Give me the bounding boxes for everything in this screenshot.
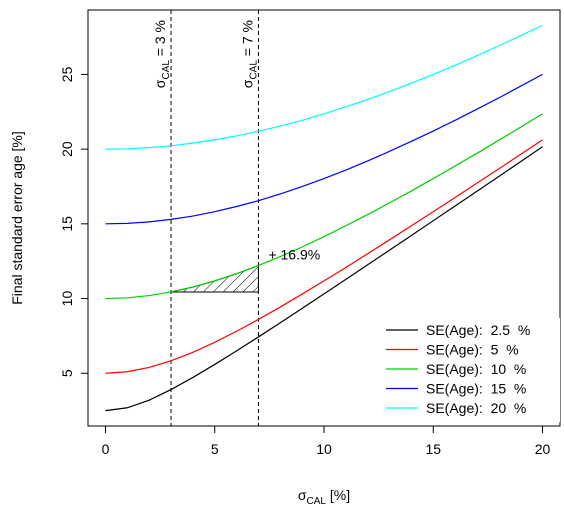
label-text: = 7 %: [239, 20, 255, 60]
y-tick-label: 5: [59, 369, 75, 377]
legend-label: SE(Age): 20 %: [426, 400, 526, 416]
series-line: [105, 139, 543, 374]
legend-label: SE(Age): 5 %: [426, 342, 519, 358]
x-tick-label: 5: [211, 441, 219, 457]
y-tick-label: 20: [59, 141, 75, 157]
annotation: + 16.9%: [268, 247, 320, 263]
reference-label: σCAL = 7 %: [239, 20, 259, 88]
subscript: CAL: [307, 496, 327, 507]
y-axis-label: Final standard error age [%]: [9, 131, 25, 305]
label-text: = 3 %: [152, 20, 168, 60]
x-tick-label: 20: [535, 441, 551, 457]
series-line: [105, 113, 543, 300]
x-tick-label: 15: [425, 441, 441, 457]
legend-label: SE(Age): 15 %: [426, 381, 526, 397]
x-axis-label: σCAL [%]: [298, 487, 350, 507]
y-tick-label: 10: [59, 291, 75, 307]
series-line: [105, 73, 543, 225]
subscript: CAL: [248, 60, 259, 80]
symbol: σ: [152, 79, 168, 88]
label-text: [%]: [326, 487, 350, 503]
symbol: σ: [239, 79, 255, 88]
series-line: [105, 24, 543, 150]
legend-box: [378, 318, 560, 422]
symbol: σ: [298, 487, 307, 503]
y-tick-label: 15: [59, 216, 75, 232]
subscript: CAL: [161, 60, 172, 80]
legend-label: SE(Age): 2.5 %: [426, 322, 530, 338]
reference-label: σCAL = 3 %: [152, 20, 172, 88]
x-tick-label: 0: [102, 441, 110, 457]
x-tick-label: 10: [316, 441, 332, 457]
legend-label: SE(Age): 10 %: [426, 361, 526, 377]
series-line: [105, 146, 543, 412]
hatch-region: [170, 264, 259, 293]
y-tick-label: 25: [59, 66, 75, 82]
